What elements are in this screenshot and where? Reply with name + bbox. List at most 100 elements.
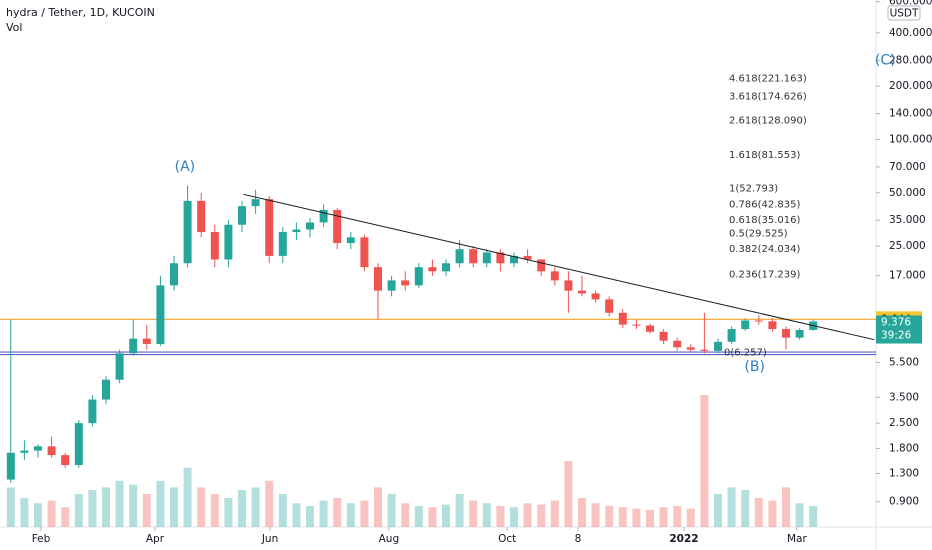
- candle-body: [129, 338, 138, 354]
- volume-bar: [754, 497, 763, 527]
- volume-bar: [741, 490, 750, 527]
- volume-bar: [482, 503, 491, 527]
- candle-body: [754, 320, 763, 322]
- volume-bar: [387, 494, 396, 527]
- candle-body: [387, 280, 396, 291]
- y-tick-label: 70.000: [889, 161, 926, 173]
- x-tick-label: Mar: [787, 533, 807, 545]
- candle-body: [455, 249, 464, 264]
- candle-body: [414, 267, 423, 286]
- y-tick-label: 35.000: [889, 214, 926, 226]
- wave-label: (A): [175, 159, 196, 175]
- volume-bar: [768, 500, 777, 527]
- candle-body: [210, 232, 219, 260]
- volume-bar: [292, 503, 301, 527]
- last-price-box: [876, 315, 922, 344]
- y-tick-label: 2.500: [889, 417, 919, 429]
- y-tick-label: 600.000: [889, 0, 932, 8]
- volume-bar: [224, 497, 233, 527]
- currency-box[interactable]: [887, 5, 921, 21]
- candle-body: [142, 338, 151, 344]
- volume-bar: [618, 507, 627, 527]
- fib-label: 0.786(42.835): [729, 200, 801, 211]
- candle-body: [564, 280, 573, 291]
- y-tick-label: 100.000: [889, 133, 932, 145]
- y-tick-label: 1.800: [889, 442, 919, 454]
- volume-bar: [700, 395, 709, 527]
- volume-bar: [455, 494, 464, 527]
- volume-bar: [360, 500, 369, 527]
- price-layer: [0, 185, 876, 483]
- volume-bar: [414, 505, 423, 527]
- volume-bar: [115, 480, 124, 527]
- candle-body: [795, 329, 804, 338]
- candle-body: [197, 200, 206, 233]
- x-tick-label: 2022: [669, 533, 698, 545]
- volume-bar: [210, 494, 219, 527]
- volume-layer: [6, 395, 818, 527]
- candle-body: [428, 267, 437, 272]
- candle-body: [550, 271, 559, 281]
- fib-label: 2.618(128.090): [729, 115, 807, 126]
- fib-label: 1.618(81.553): [729, 150, 801, 161]
- candle-body: [700, 349, 709, 351]
- candle-body: [6, 452, 15, 480]
- chart-title: hydra / Tether, 1D, KUCOIN: [6, 6, 155, 19]
- candle-body: [482, 252, 491, 264]
- x-tick-label: Aug: [379, 533, 400, 545]
- y-tick-label: 400.000: [889, 27, 932, 39]
- y-tick-label: 280.000: [889, 54, 932, 66]
- volume-bar: [319, 500, 328, 527]
- y-tick-label: 50.000: [889, 187, 926, 199]
- candle-body: [741, 320, 750, 330]
- volume-bar: [591, 503, 600, 527]
- volume-bar: [646, 509, 654, 527]
- x-tick-label: Apr: [146, 533, 165, 545]
- candle-body: [61, 455, 70, 466]
- volume-bar: [510, 507, 518, 527]
- y-tick-label: 25.000: [889, 240, 926, 252]
- volume-bar: [782, 487, 790, 527]
- volume-bar: [686, 508, 695, 527]
- candle-body: [401, 280, 410, 286]
- candle-body: [74, 423, 83, 466]
- candle-body: [47, 446, 56, 456]
- candle-body: [510, 255, 518, 264]
- y-tick-label: 1.300: [889, 467, 919, 479]
- volume-bar: [238, 490, 246, 527]
- candle-body: [156, 285, 165, 344]
- candle-body: [183, 200, 192, 264]
- candle-body: [278, 232, 287, 256]
- candle-body: [88, 399, 97, 424]
- candle-body: [115, 353, 124, 380]
- volume-bar: [496, 505, 505, 527]
- volume-bar: [265, 480, 274, 527]
- currency[interactable]: USDT: [890, 8, 919, 20]
- candle-body: [605, 299, 614, 313]
- volume-bar: [61, 507, 70, 527]
- volume-bar: [183, 467, 192, 527]
- volume-bar: [401, 503, 410, 527]
- candle-body: [632, 324, 641, 326]
- fib-label: 0(6.257): [724, 348, 767, 359]
- volume-bar: [578, 497, 586, 527]
- y-tick-label: 200.000: [889, 80, 932, 92]
- volume-bar: [102, 487, 110, 527]
- candle-body: [537, 259, 546, 272]
- volume-bar: [170, 487, 178, 527]
- wave-label: (C): [875, 52, 896, 68]
- fib-label: 0.618(35.016): [729, 215, 801, 226]
- volume-bar: [251, 487, 260, 527]
- candle-body: [782, 329, 790, 338]
- volume-bar: [523, 503, 532, 527]
- candle-body: [714, 341, 722, 351]
- volume-bar: [469, 500, 478, 527]
- volume-bar: [346, 503, 355, 527]
- candle-body: [659, 331, 668, 341]
- volume-bar: [306, 505, 314, 527]
- candle-body: [319, 209, 328, 223]
- volume-bar: [564, 461, 573, 527]
- volume-bar: [34, 503, 42, 527]
- x-tick-label: Oct: [498, 533, 516, 545]
